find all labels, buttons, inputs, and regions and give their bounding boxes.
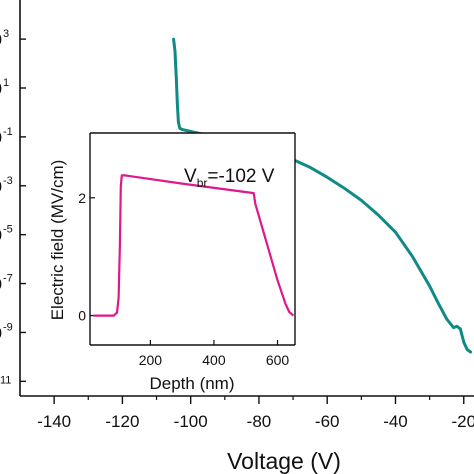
main-y-tick-label: 0-5 xyxy=(0,224,13,245)
annotation-main: V xyxy=(184,166,197,187)
main-y-tick-label: 0-1 xyxy=(0,126,13,147)
main-y-tick-exponent: -7 xyxy=(3,273,13,285)
inset-annotation: Vbr=-102 V xyxy=(184,166,275,190)
main-y-tick-exponent: 11 xyxy=(0,374,11,386)
annotation-rest: =-102 V xyxy=(207,166,274,187)
inset-y-tick-label: 0 xyxy=(78,308,86,324)
main-x-tick-label: -120 xyxy=(105,412,139,431)
inset-x-tick-label: 200 xyxy=(139,352,163,368)
main-y-tick-base: 0 xyxy=(0,325,2,342)
main-y-tick-label: 03 xyxy=(0,28,9,49)
main-x-tick-label: -60 xyxy=(315,412,340,431)
main-y-tick-base: 0 xyxy=(0,277,2,294)
main-x-ticks: -140 -120 -100 -80 -60 -40 -20 xyxy=(37,396,474,431)
inset-x-axis-title: Depth (nm) xyxy=(149,374,234,393)
main-y-tick-label: 0-3 xyxy=(0,175,13,196)
main-series-line xyxy=(172,37,473,354)
main-y-tick-exponent: -9 xyxy=(3,321,13,333)
main-x-tick-label: -140 xyxy=(37,412,71,431)
main-y-tick-exponent: -5 xyxy=(3,224,13,236)
main-y-tick-exponent: 3 xyxy=(3,28,9,40)
main-y-tick-base: 0 xyxy=(0,228,2,245)
main-y-tick-base: 0 xyxy=(0,130,2,147)
main-y-tick-label: 0-9 xyxy=(0,321,13,342)
main-y-tick-base: 0 xyxy=(0,179,2,196)
annotation-sub: br xyxy=(197,176,208,190)
main-y-tick-exponent: 1 xyxy=(3,77,9,89)
main-y-tick-base: 0 xyxy=(0,32,2,49)
main-x-tick-label: -20 xyxy=(451,412,474,431)
main-y-tick-label: 0-7 xyxy=(0,273,13,294)
main-x-tick-label: -40 xyxy=(383,412,408,431)
main-x-tick-label: -80 xyxy=(247,412,272,431)
inset-x-tick-label: 400 xyxy=(202,352,226,368)
inset-series-line xyxy=(93,174,295,317)
main-y-tick-label: 11 xyxy=(0,374,11,386)
main-y-tick-label: 01 xyxy=(0,77,9,98)
inset-x-tick-label: 600 xyxy=(266,352,290,368)
main-y-tick-base: 0 xyxy=(0,81,2,98)
main-x-axis-title: Voltage (V) xyxy=(227,448,341,474)
main-x-tick-label: -100 xyxy=(174,412,208,431)
main-y-ticks: 03010-10-30-50-70-911 xyxy=(0,28,26,386)
inset-y-tick-label: 2 xyxy=(78,190,86,206)
main-y-tick-exponent: -1 xyxy=(3,126,13,138)
inset-background xyxy=(90,133,295,345)
inset-x-ticks: 200 400 600 xyxy=(139,340,290,368)
main-y-tick-exponent: -3 xyxy=(3,175,13,187)
inset-y-axis-title: Electric field (MV/cm) xyxy=(48,160,67,321)
inset-plot: 200 400 600 0 2 Depth (nm) Electric field (… xyxy=(48,132,296,393)
